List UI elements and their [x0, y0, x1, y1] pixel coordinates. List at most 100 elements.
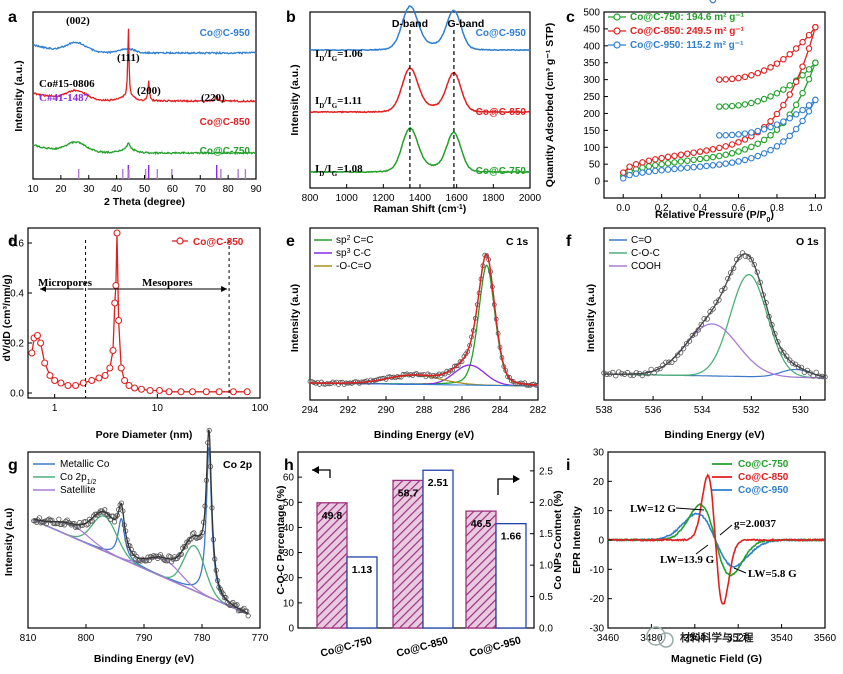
y-axis-label-right: Co NPs Contnet (%) — [552, 490, 564, 589]
panel-d: d Micropores Mesopores Co@C-850 1 10 100 0.0 0.2… — [1, 227, 269, 441]
isotherm-point — [754, 97, 761, 105]
isotherm-point — [754, 127, 761, 135]
watermark-text: 材料科学与工程 — [679, 631, 754, 644]
y-axis-label: Quantity Adsorbed (cm³ g⁻¹ STP) — [544, 23, 556, 187]
panel-a: a Co@C-950 Co@C-850 Co@C-750 (002) (111) (200)… — [8, 9, 262, 208]
text-part: 0 — [767, 217, 771, 224]
legend-label: Co@C-850 — [738, 472, 789, 483]
text-part: Satellite — [60, 485, 96, 496]
isotherm-point — [748, 143, 755, 151]
annotation: C#41-1487 — [39, 92, 90, 104]
isotherm-point — [799, 63, 806, 70]
isotherm-point — [799, 72, 806, 79]
x-tick-label: 530 — [792, 405, 809, 416]
isotherm-point — [812, 23, 819, 31]
raw-data-point — [795, 364, 802, 370]
legend-label: Metallic Co — [60, 459, 110, 470]
raw-data-point — [63, 518, 69, 524]
category-label: Co@C-850 — [395, 634, 449, 659]
x-axis-label: Binding Energy (eV) — [374, 429, 474, 441]
text-part: =1.06 — [337, 48, 363, 60]
raw-data-point — [56, 516, 62, 522]
wechat-icon-inner — [658, 632, 674, 648]
legend-label: Co@C-850: 249.5 m² g⁻¹ — [630, 26, 745, 37]
isotherm-point — [716, 144, 723, 152]
epr-line-Co@C-850 — [607, 473, 825, 605]
bar-coc — [316, 502, 348, 629]
fit-envelope — [604, 253, 826, 378]
panel-label: e — [286, 233, 295, 250]
pore-point — [64, 381, 72, 390]
raw-data-point — [457, 359, 463, 365]
fit-envelope — [33, 429, 249, 615]
series-label: Co@C-850 — [200, 117, 251, 128]
raw-data-point — [775, 338, 781, 345]
isotherm-point — [651, 167, 659, 175]
isotherm-point — [780, 118, 787, 125]
raw-data-point — [783, 353, 790, 359]
y-tick-label: -10 — [590, 565, 605, 576]
pore-point — [57, 379, 65, 387]
text-part: =1.08 — [337, 163, 363, 175]
isotherm-point — [767, 123, 774, 131]
isotherm-point — [748, 99, 755, 107]
x-tick-label: 30 — [83, 184, 95, 195]
bar-label: 58.7 — [398, 487, 419, 499]
raw-data-point — [786, 357, 793, 363]
pore-point — [37, 339, 45, 347]
isotherm-point — [664, 153, 672, 161]
isotherm-point — [696, 148, 704, 155]
bar-label: 49.8 — [322, 510, 343, 522]
annotation: (200) — [137, 85, 161, 97]
pore-distribution-line — [31, 232, 248, 393]
isotherm-point — [754, 140, 761, 147]
isotherm-point — [754, 152, 761, 160]
isotherm-point — [773, 121, 781, 128]
raw-data-point — [141, 557, 147, 563]
text-part: D — [319, 102, 324, 110]
isotherm-point — [664, 160, 672, 167]
y-tick-label: 0 — [288, 624, 294, 635]
y-tick-label: 10 — [593, 506, 605, 517]
category-label: Co@C-950 — [468, 634, 522, 659]
panel-title: O 1s — [796, 236, 819, 248]
raw-data-point — [448, 368, 454, 373]
pore-point — [177, 388, 185, 396]
band-label: G-band — [448, 18, 485, 30]
x-axis-label: 2 Theta (degree) — [104, 196, 185, 208]
x-tick-label: 70 — [195, 184, 207, 195]
isotherm-point — [805, 101, 813, 109]
isotherm-point — [767, 132, 774, 139]
pore-point — [146, 386, 154, 395]
isotherm-point — [677, 158, 685, 165]
y-tick-label: 0.2 — [10, 339, 24, 350]
series-label: Co@C-850 — [476, 107, 527, 118]
isotherm-point — [786, 91, 794, 98]
pore-point — [202, 388, 210, 396]
series-label: Co@C-750 — [476, 166, 527, 177]
text-part: ) — [463, 203, 467, 215]
isotherm-point — [690, 163, 697, 171]
legend-label: Co@C-750: 194.6 m² g⁻¹ — [630, 12, 745, 23]
x-tick-label: 294 — [302, 405, 319, 416]
panel-c: c 0.0 0.2 0.4 0.6 0.8 1.0 0 50 100 150 200 250 300 350… — [544, 0, 826, 224]
isotherm-point — [773, 143, 781, 150]
x-axis-label: Binding Energy (eV) — [664, 429, 764, 441]
isotherm-point — [696, 155, 704, 163]
x-tick-label: 0.0 — [616, 203, 630, 214]
x-tick-label: 3460 — [597, 633, 620, 644]
pore-point — [112, 281, 120, 290]
pore-point — [113, 229, 121, 237]
legend-marker — [613, 13, 621, 21]
pore-point — [72, 381, 80, 390]
x-tick-label: 50 — [139, 184, 151, 195]
y-tick-label: 0.4 — [10, 289, 24, 300]
isotherm-point — [805, 66, 813, 73]
isotherm-point — [748, 154, 755, 162]
isotherm-point — [786, 132, 794, 140]
panel-title: Co 2p — [223, 459, 252, 471]
isotherm-point — [735, 138, 742, 146]
bar-coc — [465, 510, 497, 629]
isotherm-point — [696, 163, 704, 170]
